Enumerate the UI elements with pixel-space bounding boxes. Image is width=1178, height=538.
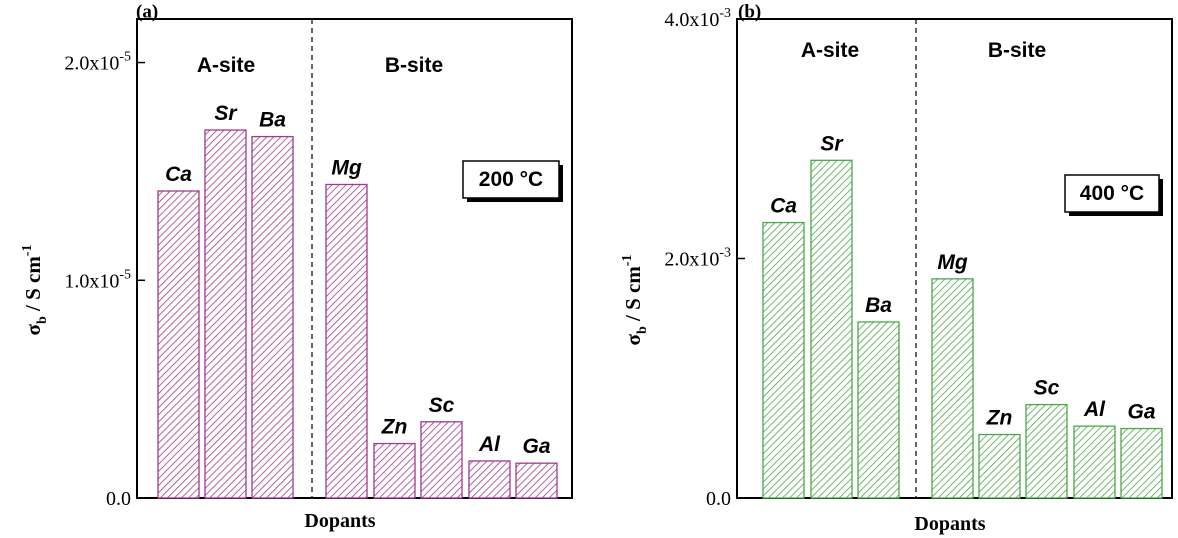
bar-label-sc: Sc	[1034, 377, 1060, 400]
panel-label: (b)	[738, 1, 761, 22]
bar-mg	[931, 278, 974, 499]
group-label-b-site: B-site	[385, 54, 443, 77]
bar-label-ga: Ga	[1127, 401, 1155, 424]
group-label-a-site: A-site	[197, 54, 255, 77]
y-label-symbol: σ	[21, 323, 45, 335]
y-label-unit: / S cm	[21, 256, 45, 317]
y-label-superscript: -1	[20, 245, 35, 257]
bar-ba	[251, 135, 294, 499]
bar-label-ca: Ca	[770, 195, 797, 218]
group-label-b-site: B-site	[988, 39, 1046, 62]
bar-label-sr: Sr	[820, 132, 844, 155]
bar-ca	[762, 221, 805, 499]
bar-label-zn: Zn	[986, 407, 1013, 430]
panel-label: (a)	[136, 1, 158, 22]
bar-label-al: Al	[1083, 398, 1106, 421]
bar-label-al: Al	[478, 433, 501, 456]
bar-ca	[157, 190, 200, 499]
bar-sr	[810, 159, 853, 499]
y-label-subscript: b	[635, 326, 650, 334]
y-axis-label: σb / S cm-1	[620, 255, 650, 346]
y-tick-label: 2.0x10-3	[664, 246, 731, 271]
bar-al	[468, 460, 511, 499]
bar-labels: Ca Sr Ba Mg Zn Sc Al Ga	[770, 132, 1156, 429]
temperature-annotation: 400 °C	[1064, 174, 1163, 216]
bar-label-ba: Ba	[865, 294, 892, 317]
temperature-label: 400 °C	[1080, 182, 1144, 205]
group-label-a-site: A-site	[801, 39, 859, 62]
bar-sr	[204, 129, 247, 499]
bar-label-mg: Mg	[331, 156, 361, 179]
temperature-label: 200 °C	[479, 168, 543, 191]
bar-mg	[325, 183, 368, 499]
chart-panel-a: (a) A-site B-site 200 °C Ca Sr Ba Mg Zn Sc Al G…	[20, 1, 573, 532]
bar-ba	[857, 321, 900, 499]
y-tick-label: 2.0x10-5	[64, 50, 131, 75]
y-tick-label: 0.0	[106, 488, 131, 510]
y-label-unit: / S cm	[621, 266, 645, 327]
x-axis-label: Dopants	[914, 513, 985, 535]
y-label-superscript: -1	[620, 255, 635, 267]
y-tick-label: 0.0	[706, 488, 731, 510]
chart-panel-b: (b) A-site B-site 400 °C Ca Sr Ba Mg Zn Sc Al G…	[620, 1, 1173, 535]
bar-label-ba: Ba	[259, 109, 286, 132]
bar-label-sr: Sr	[214, 102, 238, 125]
y-axis-label: σb / S cm-1	[20, 245, 50, 336]
y-axis-ticks: 0.0 2.0x10-3 4.0x10-3	[664, 6, 745, 510]
bar-label-mg: Mg	[937, 251, 967, 274]
bar-series	[762, 159, 1163, 499]
bar-sc	[420, 421, 463, 499]
bar-series	[157, 129, 558, 499]
bar-ga	[515, 462, 558, 499]
bar-label-ca: Ca	[165, 163, 192, 186]
x-axis-label: Dopants	[304, 510, 375, 532]
bar-sc	[1025, 403, 1068, 499]
y-tick-label: 4.0x10-3	[664, 6, 731, 31]
temperature-annotation: 200 °C	[462, 160, 563, 202]
y-label-subscript: b	[35, 316, 50, 324]
y-tick-label: 1.0x10-5	[64, 267, 131, 292]
bar-label-zn: Zn	[381, 416, 408, 439]
bar-zn	[978, 433, 1021, 499]
bar-zn	[373, 442, 416, 499]
y-axis-ticks: 0.0 1.0x10-5 2.0x10-5	[64, 50, 145, 510]
bar-label-ga: Ga	[522, 435, 550, 458]
bar-al	[1073, 425, 1116, 499]
bar-labels: Ca Sr Ba Mg Zn Sc Al Ga	[165, 102, 551, 458]
bar-label-sc: Sc	[429, 394, 455, 417]
bar-ga	[1120, 427, 1163, 499]
y-label-symbol: σ	[621, 333, 645, 345]
